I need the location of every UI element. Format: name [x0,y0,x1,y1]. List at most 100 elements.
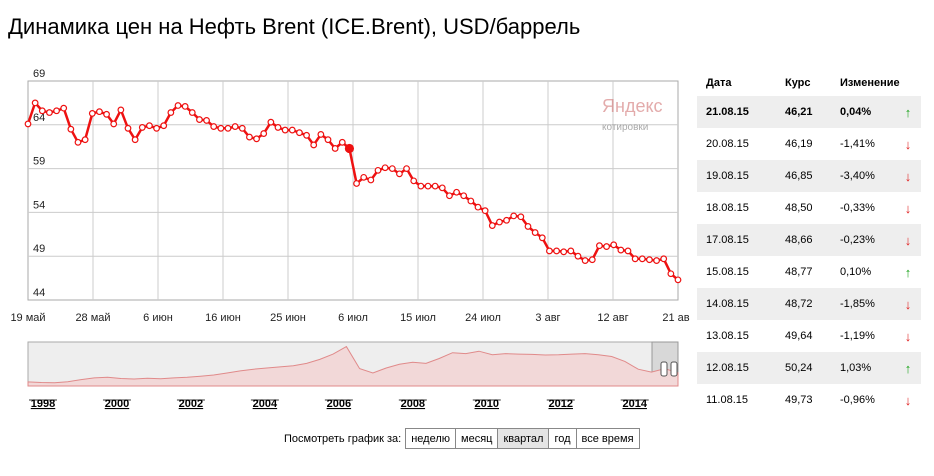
cell-rate: 50,24 [785,362,813,374]
data-point [60,104,68,112]
data-point [603,243,610,250]
data-point [324,136,332,144]
table-row: 15.08.15 48,77 0,10% ↑ [697,256,921,288]
data-point [74,138,82,146]
data-point [344,143,355,154]
period-button[interactable]: квартал [497,428,550,449]
cell-date: 19.08.15 [706,170,749,182]
data-point [567,247,575,255]
data-point [581,257,589,264]
x-tick-label: 12 авг [597,312,628,324]
year-link[interactable]: 2008 [401,398,425,410]
year-link[interactable]: 2014 [622,398,647,410]
year-link[interactable]: 1998 [31,398,55,410]
data-point [260,130,268,137]
data-point [288,126,296,134]
period-button[interactable]: месяц [455,428,499,449]
data-point [117,106,125,114]
data-point [367,176,375,184]
data-point [88,110,96,117]
arrow-down-icon: ↓ [904,232,912,248]
data-point [610,241,618,249]
cell-change: -1,41% [840,138,875,150]
cell-date: 14.08.15 [706,298,749,310]
data-point [667,270,675,278]
year-link[interactable]: 2006 [327,398,351,410]
cell-change: -1,85% [840,298,875,310]
page-title: Динамика цен на Нефть Brent (ICE.Brent),… [8,14,581,39]
cell-date: 13.08.15 [706,330,749,342]
cell-change: -3,40% [840,170,875,182]
table-row: 21.08.15 46,21 0,04% ↑ [697,96,921,128]
table-row: 11.08.15 49,73 -0,96% ↓ [697,384,921,416]
cell-change: -0,23% [840,234,875,246]
x-tick-label: 6 июн [143,312,173,324]
data-point [96,108,103,116]
arrow-down-icon: ↓ [904,200,912,216]
cell-rate: 46,21 [785,106,813,118]
period-button[interactable]: все время [575,428,640,449]
x-tick-label: 15 июл [400,312,436,324]
x-tick-label: 25 июн [270,312,306,324]
data-point [167,109,175,116]
data-point [646,256,653,264]
arrow-up-icon: ↑ [904,104,912,120]
y-tick-label: 69 [33,68,45,80]
data-point [531,229,539,236]
period-button[interactable]: неделю [405,428,457,449]
data-point [231,123,239,130]
data-point [410,177,418,185]
year-link[interactable]: 2012 [549,398,573,410]
data-point [38,107,46,115]
data-point [353,180,360,187]
cell-date: 11.08.15 [706,394,749,406]
y-tick-label: 49 [33,243,45,255]
cell-rate: 46,19 [785,138,813,150]
x-tick-label: 28 май [75,312,110,324]
data-point [217,124,225,132]
data-point [588,256,596,264]
data-point [317,131,325,138]
data-point [496,218,503,226]
cell-rate: 49,73 [785,394,813,406]
data-point [538,234,546,242]
cell-date: 17.08.15 [706,234,749,246]
data-point [424,182,432,190]
period-button[interactable]: год [548,428,577,449]
data-point [274,124,282,131]
data-point [338,138,346,146]
cell-date: 20.08.15 [706,138,749,150]
header-change: Изменение [840,77,900,89]
year-link[interactable]: 2000 [105,398,129,410]
data-point [196,116,203,123]
arrow-down-icon: ↓ [904,136,912,152]
data-point [160,122,168,130]
data-point [638,255,646,263]
data-point [360,173,368,181]
data-point [381,164,389,172]
arrow-up-icon: ↑ [904,264,912,280]
data-point [510,212,518,220]
period-selector: Посмотреть график за: неделю месяц квартал… [284,428,640,449]
overview-chart[interactable]: 1998 2000 2002 2004 2006 2008 2010 2012 2014 [0,336,690,412]
data-point [253,135,260,143]
y-tick-label: 64 [33,112,45,124]
year-link[interactable]: 2004 [253,398,278,410]
cell-date: 12.08.15 [706,362,749,374]
cell-change: 1,03% [840,362,872,374]
year-link[interactable]: 2010 [475,398,499,410]
cell-date: 15.08.15 [706,266,749,278]
cell-date: 18.08.15 [706,202,749,214]
data-point [181,103,189,110]
arrow-down-icon: ↓ [904,392,912,408]
year-link[interactable]: 2002 [179,398,203,410]
y-tick-label: 54 [33,199,45,211]
range-handle-icon [670,361,678,377]
x-tick-label: 21 авг [662,312,690,324]
data-point [460,192,468,200]
arrow-up-icon: ↑ [904,360,912,376]
yandex-watermark-sub: котировки [602,122,648,133]
x-tick-label: 3 авг [535,312,560,324]
data-point [210,123,218,130]
x-tick-label: 19 май [10,312,45,324]
